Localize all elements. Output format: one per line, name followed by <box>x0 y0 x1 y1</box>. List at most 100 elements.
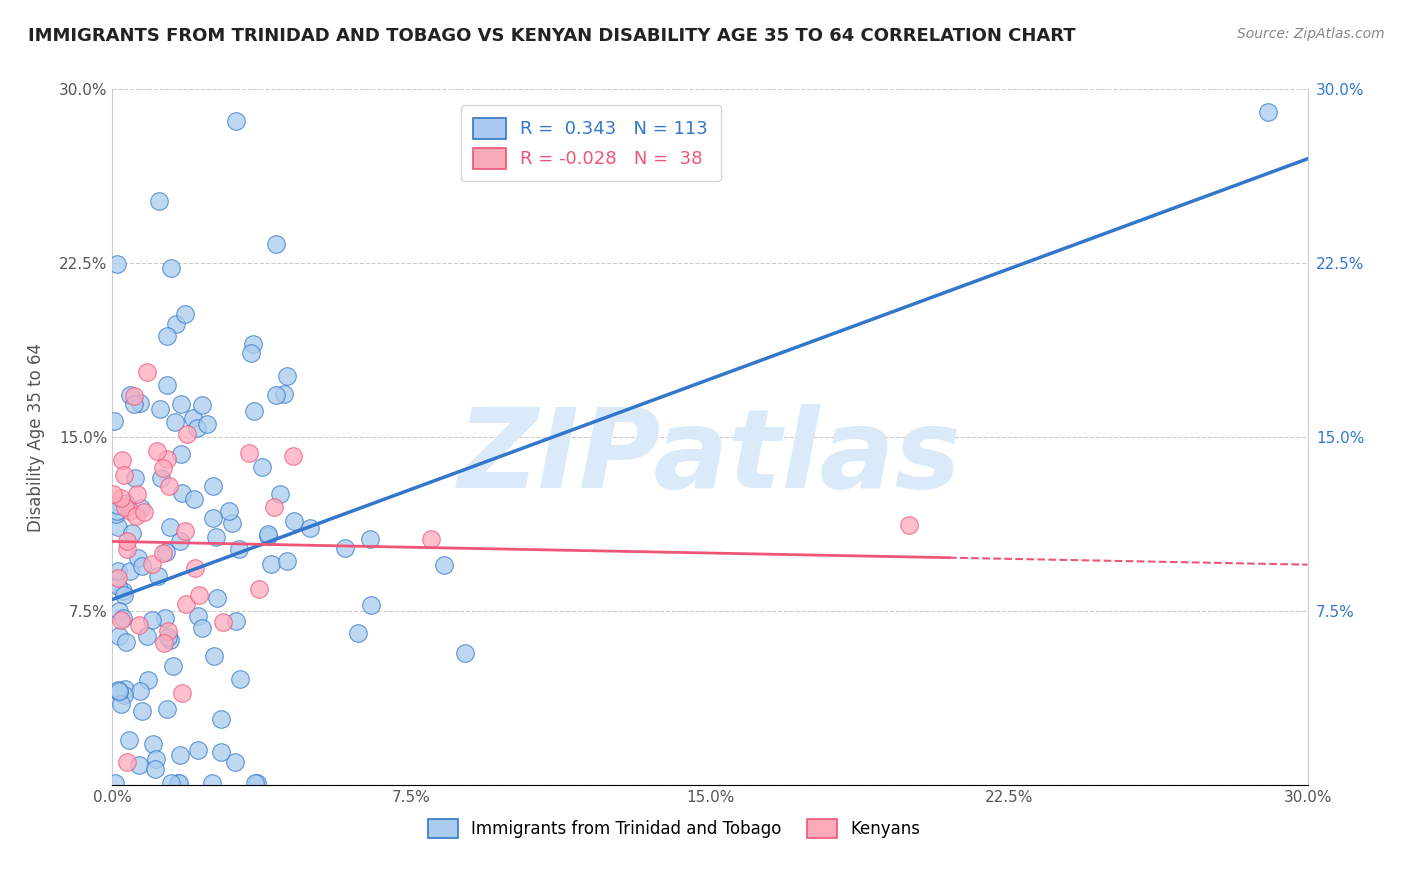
Point <box>155 451 177 466</box>
Point <box>165 415 187 429</box>
Point <box>260 557 283 571</box>
Point <box>276 368 298 383</box>
Point <box>347 626 370 640</box>
Point <box>228 673 250 687</box>
Point <box>263 500 285 515</box>
Text: IMMIGRANTS FROM TRINIDAD AND TOBAGO VS KENYAN DISABILITY AGE 35 TO 64 CORRELATIO: IMMIGRANTS FROM TRINIDAD AND TOBAGO VS K… <box>28 27 1076 45</box>
Point <box>359 533 381 547</box>
Point <box>131 704 153 718</box>
Point <box>103 415 125 429</box>
Point <box>191 621 214 635</box>
Point <box>172 686 194 700</box>
Point <box>125 509 148 524</box>
Point <box>111 452 134 467</box>
Point <box>225 114 247 128</box>
Point <box>209 745 232 759</box>
Point <box>143 762 166 776</box>
Point <box>110 491 132 505</box>
Point <box>112 467 135 482</box>
Point <box>155 545 177 559</box>
Point <box>121 526 143 541</box>
Point <box>141 557 163 571</box>
Point <box>191 397 214 411</box>
Point <box>183 491 205 506</box>
Point <box>174 307 197 321</box>
Point <box>228 542 250 557</box>
Point <box>211 615 233 629</box>
Point <box>111 611 134 625</box>
Point <box>205 530 228 544</box>
Point <box>257 529 280 543</box>
Point <box>239 346 262 360</box>
Point <box>148 194 170 209</box>
Point <box>128 758 150 772</box>
Point <box>105 498 128 512</box>
Point <box>187 608 209 623</box>
Point <box>153 611 176 625</box>
Point <box>283 514 305 528</box>
Point <box>170 397 193 411</box>
Point <box>152 546 174 560</box>
Point <box>129 684 152 698</box>
Point <box>247 582 270 596</box>
Point <box>108 603 131 617</box>
Point <box>257 527 280 541</box>
Point <box>273 387 295 401</box>
Point <box>114 496 136 510</box>
Point <box>298 520 321 534</box>
Point <box>207 591 229 606</box>
Point <box>170 446 193 460</box>
Point <box>107 256 129 270</box>
Point <box>169 747 191 762</box>
Point <box>246 775 269 789</box>
Point <box>136 365 159 379</box>
Point <box>176 426 198 441</box>
Point <box>269 487 291 501</box>
Point <box>1257 105 1279 120</box>
Point <box>225 614 247 628</box>
Point <box>188 588 211 602</box>
Point <box>155 329 177 343</box>
Point <box>157 479 180 493</box>
Text: Source: ZipAtlas.com: Source: ZipAtlas.com <box>1237 27 1385 41</box>
Point <box>159 632 181 647</box>
Point <box>209 712 232 726</box>
Text: ZIPatlas: ZIPatlas <box>458 404 962 511</box>
Point <box>243 404 266 418</box>
Point <box>243 775 266 789</box>
Point <box>136 673 159 687</box>
Point <box>149 471 172 485</box>
Point <box>174 597 197 611</box>
Point <box>156 378 179 392</box>
Point <box>112 588 135 602</box>
Point <box>221 516 243 530</box>
Point <box>125 486 148 500</box>
Point <box>124 471 146 485</box>
Point <box>129 396 152 410</box>
Point <box>117 533 139 548</box>
Point <box>201 775 224 789</box>
Point <box>105 503 128 517</box>
Point <box>108 685 131 699</box>
Point <box>157 630 180 644</box>
Point <box>170 486 193 500</box>
Point <box>107 682 129 697</box>
Point <box>454 646 477 660</box>
Point <box>108 629 131 643</box>
Point <box>224 755 246 769</box>
Point <box>276 554 298 568</box>
Point <box>108 684 131 698</box>
Point <box>173 524 195 538</box>
Point <box>101 487 124 501</box>
Point <box>169 533 191 548</box>
Point <box>264 237 287 252</box>
Point <box>129 501 152 516</box>
Point <box>115 541 138 556</box>
Point <box>169 775 191 789</box>
Point <box>218 503 240 517</box>
Point <box>433 558 456 572</box>
Point <box>187 743 209 757</box>
Point <box>266 388 288 402</box>
Point <box>141 613 163 627</box>
Point <box>160 261 183 276</box>
